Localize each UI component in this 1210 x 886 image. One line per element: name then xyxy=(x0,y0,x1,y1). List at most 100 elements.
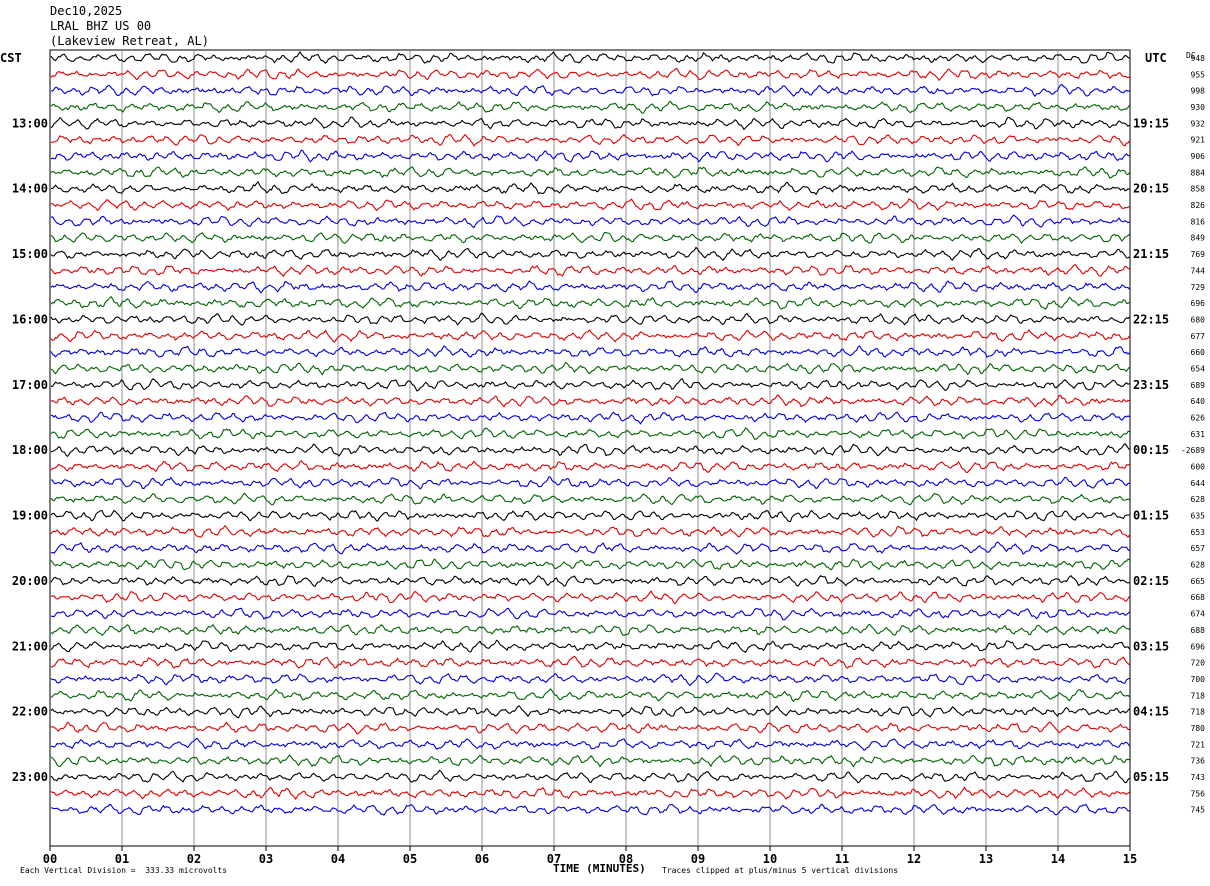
dc-value: 826 xyxy=(1191,201,1206,210)
cst-hour-label: 21:00 xyxy=(12,639,48,653)
clip-note: Traces clipped at plus/minus 5 vertical … xyxy=(662,866,899,875)
dc-value: 644 xyxy=(1191,479,1206,488)
dc-value: 816 xyxy=(1191,217,1206,226)
dc-value: 700 xyxy=(1191,675,1206,684)
trace-line xyxy=(50,803,1130,816)
x-tick-label: 09 xyxy=(691,852,705,866)
cst-hour-label: 16:00 xyxy=(12,312,48,326)
trace-line xyxy=(50,639,1130,654)
scale-note: Each Vertical Division = 333.33 microvol… xyxy=(20,866,228,875)
trace-line xyxy=(50,214,1130,229)
cst-hour-label: 15:00 xyxy=(12,247,48,261)
dc-value: 653 xyxy=(1191,528,1206,537)
dc-value: 654 xyxy=(1191,364,1206,373)
trace-line xyxy=(50,50,1130,64)
trace-line xyxy=(50,509,1130,523)
trace-line xyxy=(50,67,1130,82)
trace-line xyxy=(50,672,1130,687)
cst-hour-label: 23:00 xyxy=(12,770,48,784)
x-tick-label: 08 xyxy=(619,852,633,866)
trace-line xyxy=(50,574,1130,588)
dc-value: 635 xyxy=(1191,512,1206,521)
dc-value: 696 xyxy=(1191,642,1206,651)
dc-value: 680 xyxy=(1191,315,1206,324)
dc-value: 657 xyxy=(1191,544,1206,553)
cst-hour-label: 17:00 xyxy=(12,378,48,392)
x-tick-label: 12 xyxy=(907,852,921,866)
x-tick-label: 03 xyxy=(259,852,273,866)
cst-hour-label: 19:00 xyxy=(12,509,48,523)
dc-value: 720 xyxy=(1191,659,1206,668)
trace-line xyxy=(50,754,1130,768)
trace-line xyxy=(50,411,1130,425)
dc-value: 756 xyxy=(1191,789,1206,798)
x-tick-label: 07 xyxy=(547,852,561,866)
trace-line xyxy=(50,100,1130,114)
x-axis-title: TIME (MINUTES) xyxy=(553,862,646,875)
trace-line xyxy=(50,345,1130,358)
trace-line xyxy=(50,688,1130,703)
trace-line xyxy=(50,378,1130,392)
x-tick-label: 10 xyxy=(763,852,777,866)
plot-date: Dec10,2025 xyxy=(50,4,123,18)
utc-hour-label: 03:15 xyxy=(1133,639,1169,653)
trace-line xyxy=(50,492,1130,506)
dc-value: 718 xyxy=(1191,691,1206,700)
axis-labels: 00 01 02 03 04 05 06 07 08 09 10 11 12 13 14 15 CST UTC DC… xyxy=(0,51,1205,866)
cst-hour-label: 13:00 xyxy=(12,116,48,130)
utc-hour-label: 01:15 xyxy=(1133,509,1169,523)
x-tick-label: 01 xyxy=(115,852,129,866)
dc-value: 736 xyxy=(1191,757,1206,766)
trace-line xyxy=(50,116,1130,131)
dc-value: 955 xyxy=(1191,70,1206,79)
trace-line xyxy=(50,198,1130,212)
utc-hour-label: 04:15 xyxy=(1133,705,1169,719)
dc-value: 674 xyxy=(1191,610,1206,619)
dc-value: 688 xyxy=(1191,626,1206,635)
dc-value: 884 xyxy=(1191,168,1206,177)
trace-line xyxy=(50,607,1130,621)
trace-line xyxy=(50,133,1130,147)
dc-value: 628 xyxy=(1191,561,1206,570)
dc-value: 858 xyxy=(1191,185,1206,194)
utc-hour-label: 21:15 xyxy=(1133,247,1169,261)
trace-line xyxy=(50,786,1130,800)
dc-value: 921 xyxy=(1191,136,1206,145)
trace-line xyxy=(50,295,1130,311)
x-tick-label: 14 xyxy=(1051,852,1065,866)
utc-hour-label: 02:15 xyxy=(1133,574,1169,588)
trace-line xyxy=(50,705,1130,719)
dc-value: 721 xyxy=(1191,740,1206,749)
cst-hour-label: 18:00 xyxy=(12,443,48,457)
cst-hour-label: 22:00 xyxy=(12,705,48,719)
dc-value: 628 xyxy=(1191,495,1206,504)
trace-line xyxy=(50,460,1130,474)
dc-label: DC xyxy=(1186,51,1196,60)
trace-line xyxy=(50,541,1130,555)
dc-value: 677 xyxy=(1191,332,1206,341)
trace-line xyxy=(50,524,1130,539)
dc-value: 668 xyxy=(1191,593,1206,602)
trace-line xyxy=(50,149,1130,163)
dc-value: 696 xyxy=(1191,299,1206,308)
dc-value: 998 xyxy=(1191,87,1206,96)
dc-value: 906 xyxy=(1191,152,1206,161)
trace-line xyxy=(50,166,1130,179)
dc-value: 600 xyxy=(1191,463,1206,472)
trace-line xyxy=(50,312,1130,326)
trace-line xyxy=(50,361,1130,376)
dc-value: 930 xyxy=(1191,103,1206,112)
trace-line xyxy=(50,181,1130,196)
trace-line xyxy=(50,721,1130,735)
trace-line xyxy=(50,280,1130,294)
trace-line xyxy=(50,394,1130,408)
dc-value: 769 xyxy=(1191,250,1206,259)
dc-value: 729 xyxy=(1191,283,1206,292)
x-tick-label: 15 xyxy=(1123,852,1137,866)
dc-value: 743 xyxy=(1191,773,1206,782)
utc-hour-label: 19:15 xyxy=(1133,116,1169,130)
dc-value: 780 xyxy=(1191,724,1206,733)
x-tick-label: 13 xyxy=(979,852,993,866)
dc-value: 660 xyxy=(1191,348,1206,357)
